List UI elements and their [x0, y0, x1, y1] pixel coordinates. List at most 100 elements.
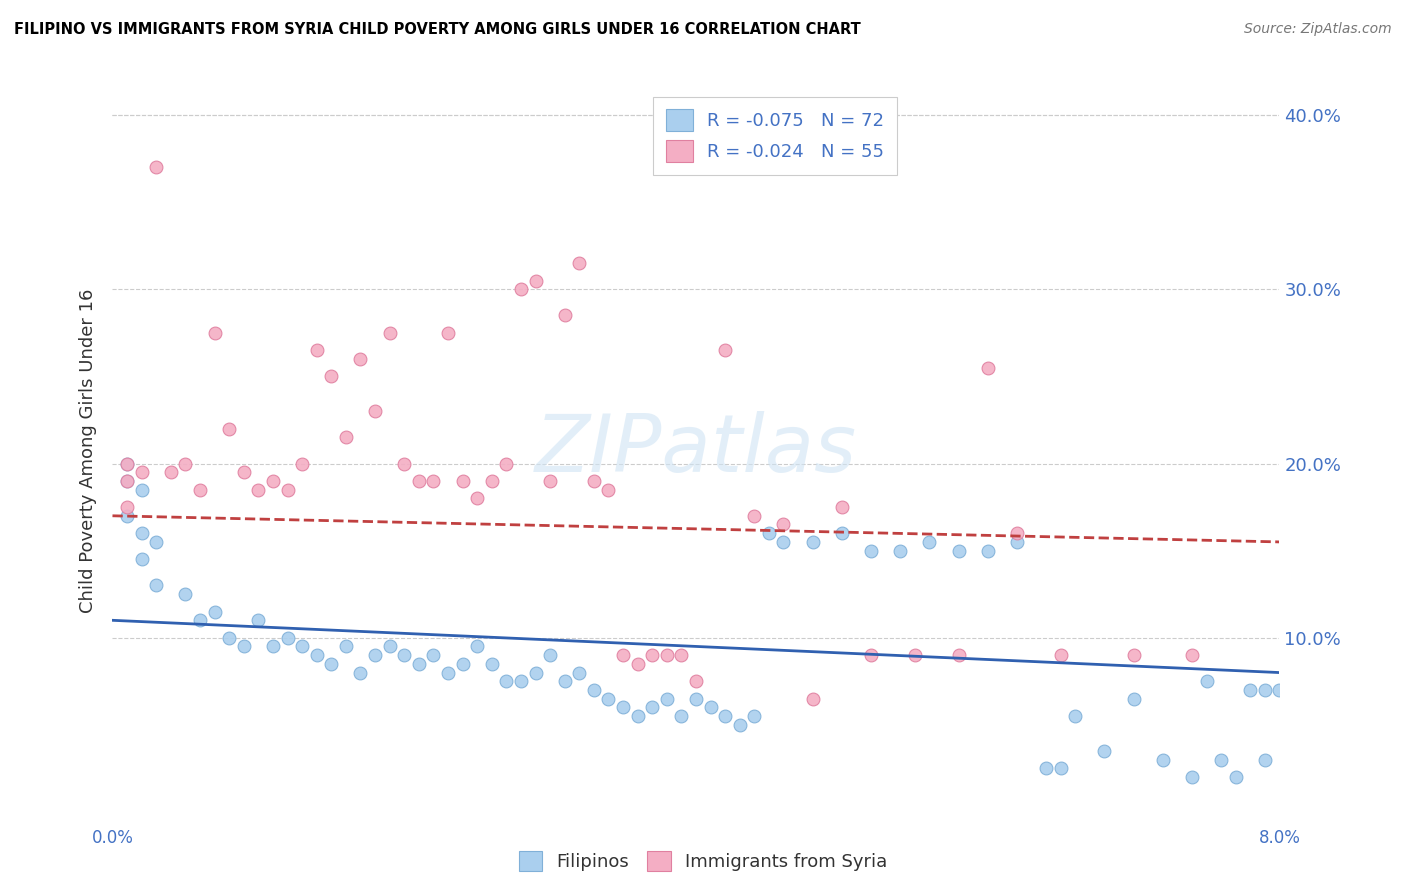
- Point: [408, 657, 430, 671]
- Point: [232, 640, 254, 654]
- Point: [481, 657, 503, 671]
- Point: [554, 674, 576, 689]
- Point: [758, 526, 780, 541]
- Point: [714, 343, 737, 358]
- Point: [305, 648, 328, 662]
- Point: [1049, 761, 1071, 775]
- Point: [1122, 691, 1144, 706]
- Point: [1239, 683, 1261, 698]
- Point: [465, 640, 488, 654]
- Point: [174, 587, 197, 601]
- Point: [612, 700, 634, 714]
- Point: [305, 343, 328, 358]
- Point: [509, 674, 531, 689]
- Point: [247, 613, 270, 627]
- Point: [948, 648, 970, 662]
- Point: [131, 552, 153, 566]
- Point: [524, 274, 547, 288]
- Point: [321, 369, 343, 384]
- Point: [364, 648, 387, 662]
- Point: [1181, 648, 1204, 662]
- Point: [115, 500, 138, 514]
- Point: [145, 578, 167, 592]
- Text: 8.0%: 8.0%: [1258, 830, 1301, 847]
- Point: [408, 474, 430, 488]
- Point: [582, 683, 605, 698]
- Point: [509, 282, 531, 296]
- Point: [115, 508, 138, 523]
- Point: [335, 430, 357, 444]
- Point: [262, 640, 284, 654]
- Point: [1122, 648, 1144, 662]
- Point: [115, 457, 138, 471]
- Point: [131, 483, 153, 497]
- Point: [948, 543, 970, 558]
- Point: [451, 657, 474, 671]
- Point: [437, 665, 460, 680]
- Point: [465, 491, 488, 506]
- Point: [918, 535, 941, 549]
- Point: [831, 526, 853, 541]
- Point: [131, 465, 153, 479]
- Point: [1181, 770, 1204, 784]
- Text: ZIPatlas: ZIPatlas: [534, 411, 858, 490]
- Point: [699, 700, 721, 714]
- Point: [394, 648, 416, 662]
- Point: [889, 543, 911, 558]
- Point: [1254, 683, 1277, 698]
- Point: [495, 674, 517, 689]
- Point: [204, 326, 226, 340]
- Text: 0.0%: 0.0%: [91, 830, 134, 847]
- Point: [437, 326, 460, 340]
- Point: [481, 474, 503, 488]
- Point: [627, 657, 650, 671]
- Point: [655, 648, 678, 662]
- Text: Source: ZipAtlas.com: Source: ZipAtlas.com: [1244, 22, 1392, 37]
- Point: [145, 535, 167, 549]
- Point: [115, 457, 138, 471]
- Point: [742, 709, 765, 723]
- Point: [831, 500, 853, 514]
- Point: [1268, 683, 1291, 698]
- Point: [612, 648, 634, 662]
- Point: [276, 631, 298, 645]
- Point: [641, 700, 664, 714]
- Point: [641, 648, 664, 662]
- Point: [218, 631, 240, 645]
- Point: [538, 474, 561, 488]
- Point: [1225, 770, 1247, 784]
- Point: [1035, 761, 1057, 775]
- Point: [321, 657, 343, 671]
- Point: [115, 474, 138, 488]
- Point: [495, 457, 517, 471]
- Point: [976, 360, 998, 375]
- Point: [232, 465, 254, 479]
- Point: [859, 648, 883, 662]
- Point: [378, 326, 401, 340]
- Point: [742, 508, 765, 523]
- Point: [524, 665, 547, 680]
- Point: [655, 691, 678, 706]
- Point: [218, 422, 240, 436]
- Point: [349, 665, 371, 680]
- Y-axis label: Child Poverty Among Girls Under 16: Child Poverty Among Girls Under 16: [79, 288, 97, 613]
- Point: [859, 543, 883, 558]
- Point: [1005, 535, 1028, 549]
- Point: [598, 483, 620, 497]
- Point: [904, 648, 927, 662]
- Point: [378, 640, 401, 654]
- Point: [714, 709, 737, 723]
- Point: [538, 648, 561, 662]
- Point: [115, 474, 138, 488]
- Point: [1254, 753, 1277, 767]
- Point: [422, 648, 444, 662]
- Point: [349, 351, 371, 366]
- Point: [728, 718, 751, 732]
- Point: [582, 474, 605, 488]
- Point: [976, 543, 998, 558]
- Legend: Filipinos, Immigrants from Syria: Filipinos, Immigrants from Syria: [512, 844, 894, 879]
- Point: [627, 709, 650, 723]
- Point: [422, 474, 444, 488]
- Point: [554, 309, 576, 323]
- Point: [1094, 744, 1116, 758]
